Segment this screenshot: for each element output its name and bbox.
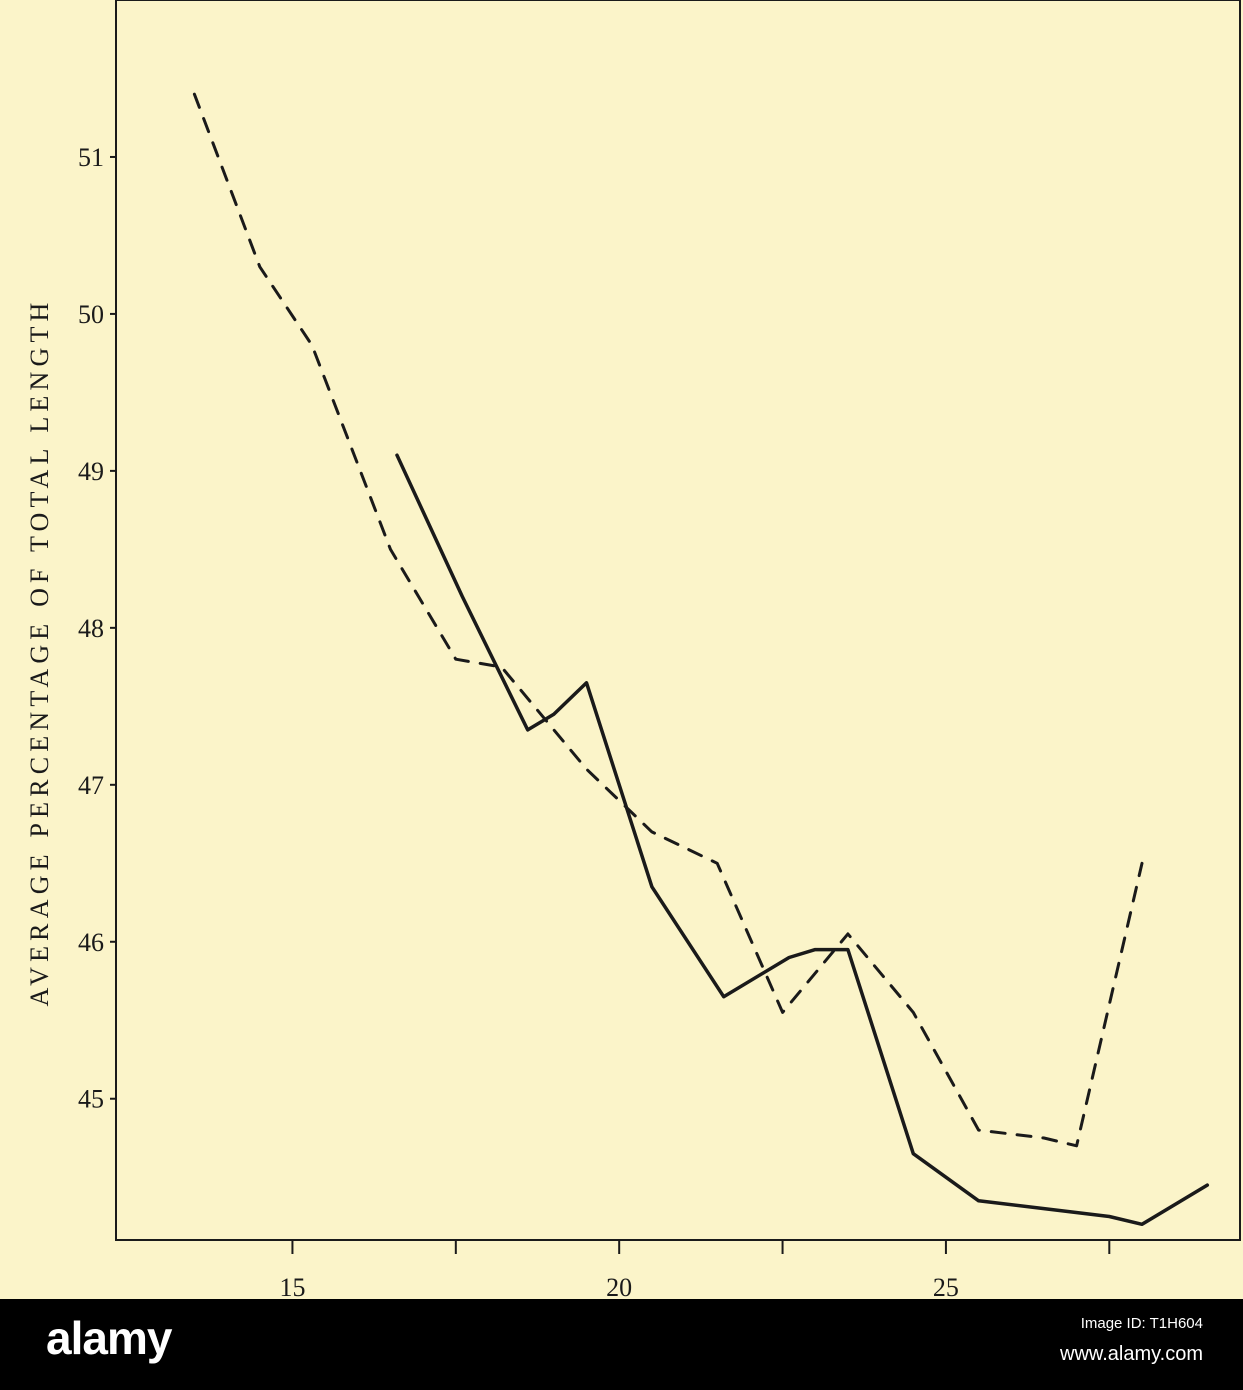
plot-frame [115,0,1241,1241]
watermark-image-id: Image ID: T1H604 [1080,1315,1203,1332]
y-tick-label: 49 [78,457,104,486]
series-layer [192,92,1210,1227]
watermark-site: www.alamy.com [1060,1343,1203,1365]
y-tick-label: 50 [78,300,104,329]
x-ticks: 15 20 25 [279,1240,1111,1299]
y-tick-label: 48 [78,614,104,643]
y-tick-label: 46 [78,928,104,957]
y-ticks: 45 46 47 48 49 50 51 [78,143,116,1114]
y-axis-label: AVERAGE PERCENTAGE OF TOTAL LENGTH [25,297,54,1006]
x-tick-label: 20 [606,1273,632,1299]
y-tick-label: 45 [78,1085,104,1114]
y-axis-title: AVERAGE PERCENTAGE OF TOTAL LENGTH [25,297,54,1006]
line-chart: AVERAGE PERCENTAGE OF TOTAL LENGTH 45464… [25,0,1241,1299]
x-tick-label: 25 [933,1273,959,1299]
watermark-footer: alamy Image ID: T1H604 www.alamy.com [0,1299,1243,1390]
x-tick-label: 15 [279,1273,305,1299]
solid-series-line [395,453,1210,1227]
dashed-series-line [192,92,1144,1148]
y-tick-label: 47 [78,771,104,800]
watermark-brand: alamy [46,1312,172,1364]
y-tick-label: 51 [78,143,104,172]
